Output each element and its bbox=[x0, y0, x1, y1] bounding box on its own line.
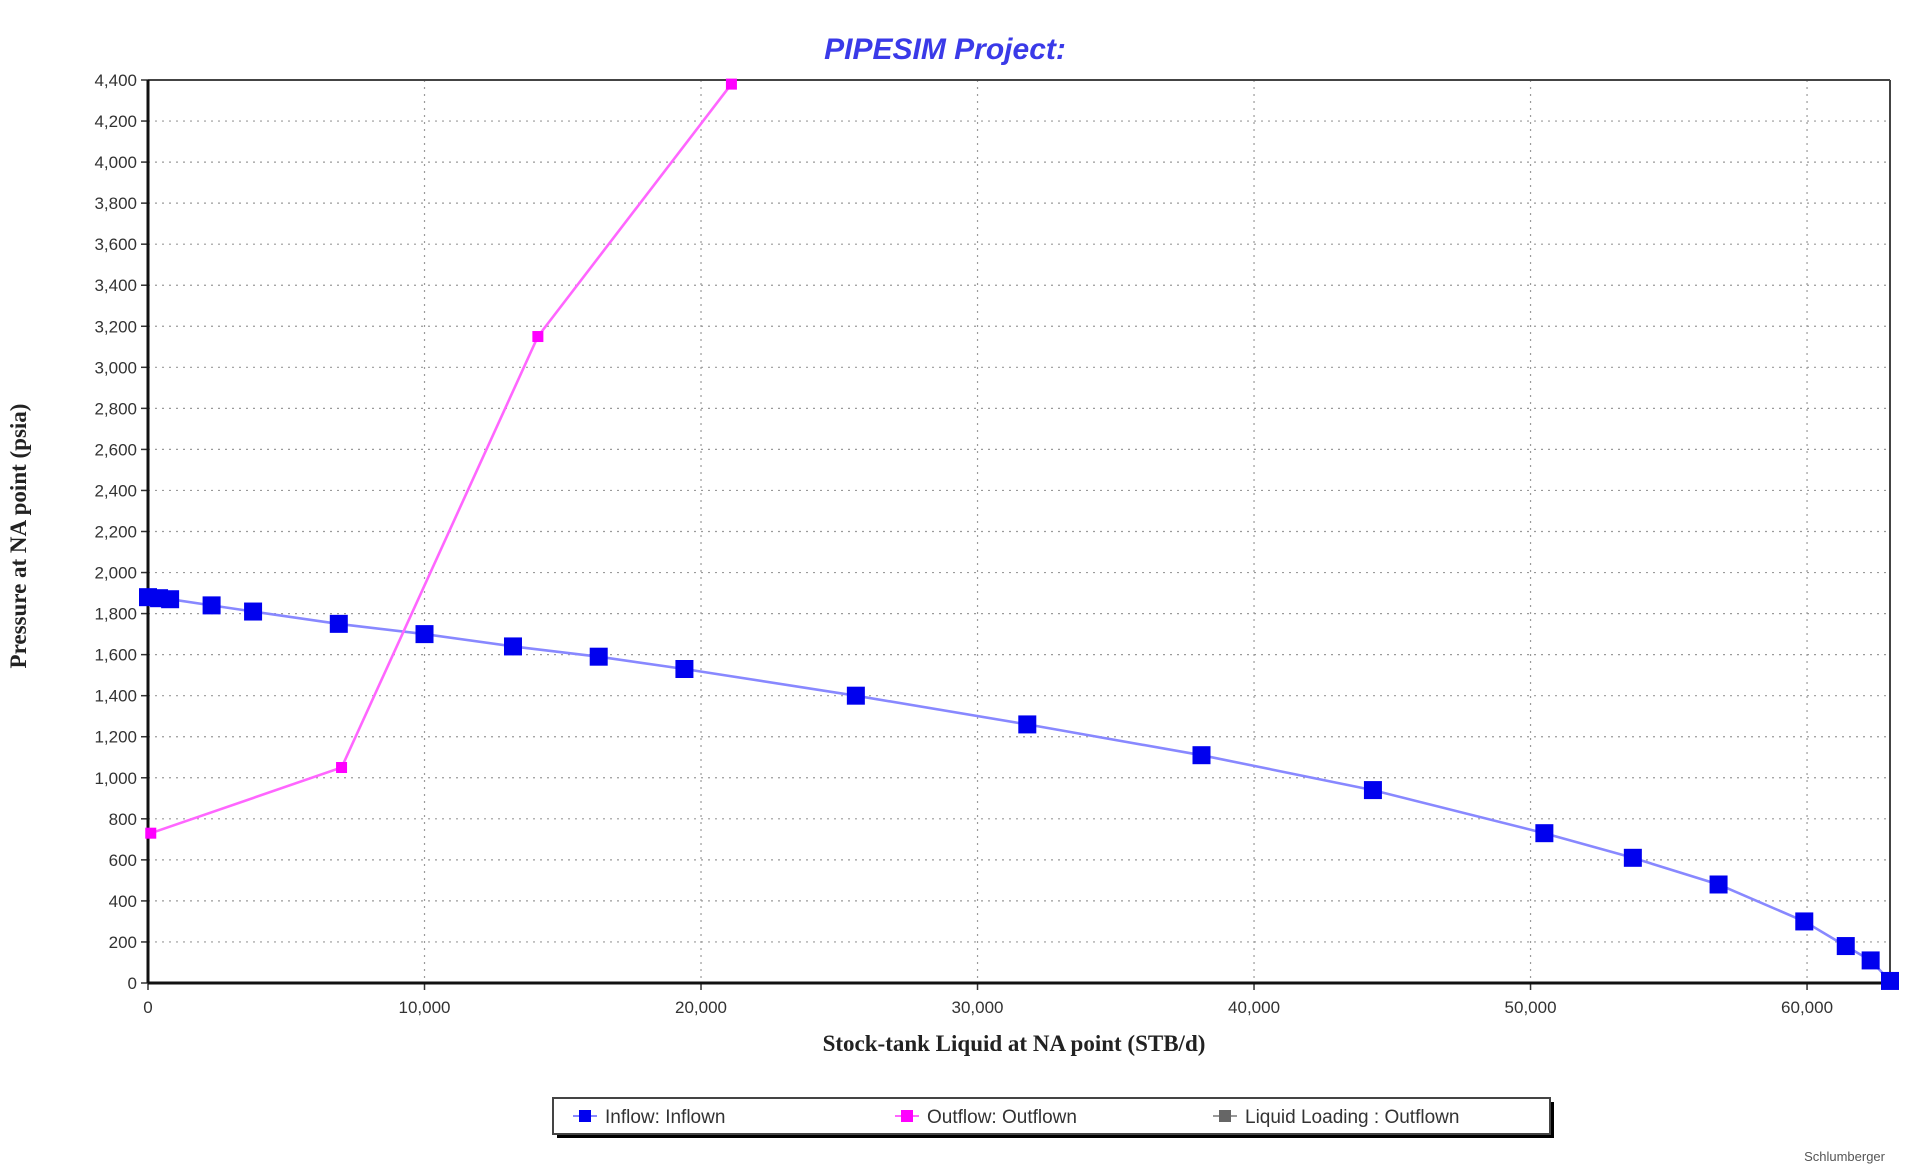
y-tick-label: 4,200 bbox=[94, 112, 137, 131]
series-0-point bbox=[1623, 848, 1642, 867]
y-axis-label: Pressure at NA point (psia) bbox=[6, 404, 31, 669]
y-tick-label: 400 bbox=[109, 892, 137, 911]
legend-label-1: Outflow: Outflown bbox=[927, 1107, 1077, 1128]
legend-marker-1 bbox=[901, 1110, 913, 1122]
series-1-point bbox=[532, 331, 544, 343]
y-tick-label: 2,600 bbox=[94, 440, 137, 459]
series-0-point bbox=[846, 686, 865, 705]
axes: 0 200 400 600 800 1,000 1,200 1,400 1,600 1,800 2,… bbox=[94, 71, 1891, 1017]
series-0-point bbox=[589, 647, 608, 666]
series-0-point bbox=[1881, 971, 1899, 990]
series-0-point bbox=[1363, 781, 1382, 800]
series-1-point bbox=[725, 78, 737, 90]
series-0-point bbox=[161, 590, 180, 609]
y-tick-label: 3,000 bbox=[94, 358, 137, 377]
series-0-point bbox=[415, 625, 434, 644]
y-tick-label: 3,400 bbox=[94, 276, 137, 295]
legend-label-2: Liquid Loading : Outflown bbox=[1245, 1107, 1459, 1128]
series-0-point bbox=[1192, 746, 1211, 765]
series-0-point bbox=[244, 602, 263, 621]
y-tick-label: 4,400 bbox=[94, 71, 137, 90]
x-tick-label: 10,000 bbox=[399, 998, 451, 1017]
series-0-point bbox=[329, 614, 348, 633]
x-tick-label: 0 bbox=[143, 998, 152, 1017]
grid bbox=[148, 79, 1890, 983]
y-tick-label: 4,000 bbox=[94, 153, 137, 172]
y-tick-label: 200 bbox=[109, 933, 137, 952]
x-tick-label: 50,000 bbox=[1505, 998, 1557, 1017]
series-0-point bbox=[1795, 912, 1814, 931]
series-0-point bbox=[1709, 875, 1728, 894]
y-tick-label: 1,800 bbox=[94, 605, 137, 624]
series-0-point bbox=[1535, 824, 1554, 843]
y-tick-label: 800 bbox=[109, 810, 137, 829]
y-tick-label: 3,800 bbox=[94, 194, 137, 213]
series-0-point bbox=[1018, 715, 1037, 734]
series-line-1 bbox=[150, 83, 733, 835]
y-tick-label: 2,400 bbox=[94, 481, 137, 500]
chart-title: PIPESIM Project: bbox=[824, 33, 1066, 66]
y-tick-label: 3,600 bbox=[94, 235, 137, 254]
y-tick-label: 2,800 bbox=[94, 399, 137, 418]
x-tick-label: 20,000 bbox=[675, 998, 727, 1017]
series-layer bbox=[139, 78, 1899, 990]
y-tick-label: 600 bbox=[109, 851, 137, 870]
series-1-point bbox=[145, 827, 157, 839]
x-axis-label: Stock-tank Liquid at NA point (STB/d) bbox=[823, 1031, 1206, 1056]
legend: Inflow: Inflown Outflow: Outflown Liquid L… bbox=[552, 1097, 1554, 1138]
legend-marker-0 bbox=[579, 1110, 591, 1122]
series-0-point bbox=[675, 660, 694, 679]
series-0-point bbox=[1861, 951, 1880, 970]
legend-box bbox=[552, 1097, 1551, 1135]
y-tick-label: 2,200 bbox=[94, 523, 137, 542]
series-0-point bbox=[503, 637, 522, 656]
y-tick-label: 2,000 bbox=[94, 564, 137, 583]
x-tick-label: 60,000 bbox=[1781, 998, 1833, 1017]
x-tick-label: 30,000 bbox=[952, 998, 1004, 1017]
legend-marker-2 bbox=[1219, 1110, 1231, 1122]
y-tick-label: 1,600 bbox=[94, 646, 137, 665]
y-tick-label: 3,200 bbox=[94, 317, 137, 336]
y-tick-label: 1,000 bbox=[94, 769, 137, 788]
series-1-point bbox=[336, 762, 348, 774]
series-0-point bbox=[1836, 937, 1855, 956]
y-tick-label: 1,400 bbox=[94, 687, 137, 706]
y-tick-label: 0 bbox=[128, 974, 137, 993]
x-tick-label: 40,000 bbox=[1228, 998, 1280, 1017]
y-tick-label: 1,200 bbox=[94, 728, 137, 747]
watermark: Schlumberger bbox=[1804, 1149, 1886, 1164]
series-line-0 bbox=[147, 595, 1891, 982]
series-0-point bbox=[202, 596, 221, 615]
legend-label-0: Inflow: Inflown bbox=[605, 1107, 725, 1128]
